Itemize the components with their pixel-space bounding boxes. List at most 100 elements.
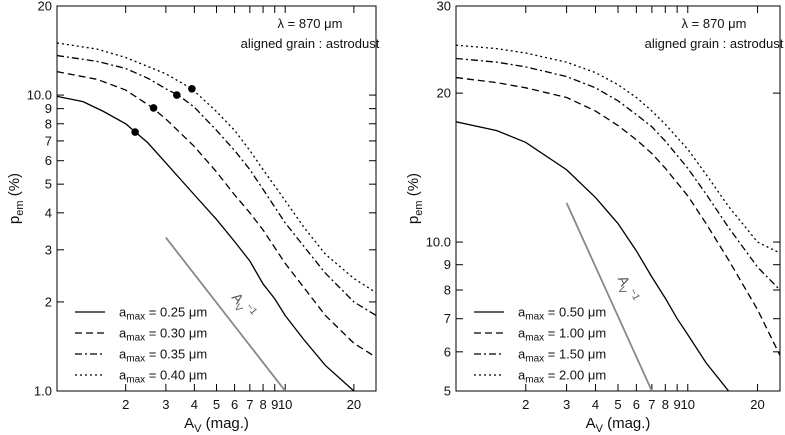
y-axis-label: pem (%) bbox=[6, 173, 26, 224]
y-tick-label: 4 bbox=[45, 205, 52, 220]
y-tick-label: 2 bbox=[45, 294, 52, 309]
y-tick-label: 3 bbox=[45, 242, 52, 257]
x-tick-label: 5 bbox=[213, 397, 220, 412]
series-marker bbox=[173, 91, 181, 99]
x-tick-label: 6 bbox=[633, 397, 640, 412]
y-tick-label: 8 bbox=[45, 116, 52, 131]
annotation-line: λ = 870 μm bbox=[278, 16, 343, 31]
legend-label-value: = 0.30 bbox=[145, 326, 185, 341]
y-tick-label: 7 bbox=[45, 133, 52, 148]
y-tick-label: 10.0 bbox=[27, 88, 52, 103]
reference-line bbox=[565, 202, 653, 391]
series-marker bbox=[149, 104, 158, 112]
x-axis-label: AV (mag.) bbox=[184, 415, 249, 435]
legend-label-value: = 0.50 bbox=[544, 305, 584, 320]
legend-label-unit: μm bbox=[185, 305, 207, 320]
x-axis-label-main: A bbox=[586, 415, 596, 432]
legend-label-sub: max bbox=[525, 312, 544, 323]
series-line bbox=[57, 42, 376, 294]
legend-label-unit: μm bbox=[584, 368, 606, 383]
y-tick-label: 6 bbox=[444, 344, 451, 359]
legend-label-unit: μm bbox=[185, 347, 207, 362]
legend-label-value: = 1.50 bbox=[544, 347, 584, 362]
legend-label: amax = 0.25 μm bbox=[119, 305, 207, 323]
legend-label-sub: max bbox=[126, 354, 145, 365]
legend-label-value: = 1.00 bbox=[544, 326, 584, 341]
x-tick-label: 5 bbox=[614, 397, 621, 412]
y-tick-label: 9 bbox=[45, 101, 52, 116]
y-tick-label: 20 bbox=[38, 0, 52, 14]
legend-label-unit: μm bbox=[584, 347, 606, 362]
x-tick-label: 10 bbox=[278, 397, 292, 412]
y-axis-label-main: p bbox=[405, 216, 422, 224]
series-line bbox=[57, 95, 355, 391]
reference-line-label: AV−1 bbox=[226, 289, 260, 324]
legend-label-sub: max bbox=[525, 333, 544, 344]
x-axis-label: AV (mag.) bbox=[586, 415, 651, 435]
legend-label: amax = 0.50 μm bbox=[518, 305, 606, 323]
legend-label-value: = 0.35 bbox=[145, 347, 185, 362]
series-marker bbox=[131, 128, 139, 136]
legend-label-value: = 0.40 bbox=[145, 368, 185, 383]
x-axis-label-rest: (mag.) bbox=[201, 415, 249, 432]
x-tick-label: 7 bbox=[648, 397, 655, 412]
x-axis-label-main: A bbox=[184, 415, 194, 432]
x-tick-label: 4 bbox=[592, 397, 599, 412]
y-tick-label: 9 bbox=[444, 257, 451, 272]
legend-label-unit: μm bbox=[584, 326, 606, 341]
y-tick-label: 30 bbox=[437, 0, 451, 14]
legend-label-unit: μm bbox=[185, 368, 207, 383]
legend-label-prefix: a bbox=[119, 305, 127, 320]
x-tick-label: 6 bbox=[231, 397, 238, 412]
series-line bbox=[57, 54, 376, 317]
series-line bbox=[456, 76, 780, 356]
legend-label: amax = 0.40 μm bbox=[119, 368, 207, 386]
legend-label: amax = 0.30 μm bbox=[119, 326, 207, 344]
x-tick-label: 7 bbox=[246, 397, 253, 412]
x-tick-label: 9 bbox=[271, 397, 278, 412]
reference-label-sup: −1 bbox=[243, 302, 259, 318]
legend-label: amax = 0.35 μm bbox=[119, 347, 207, 365]
series-marker bbox=[188, 85, 196, 93]
legend-label-prefix: a bbox=[119, 368, 127, 383]
x-axis-label-sub: V bbox=[596, 423, 604, 435]
x-tick-label: 2 bbox=[522, 397, 529, 412]
legend-label-value: = 0.25 bbox=[145, 305, 185, 320]
series-line bbox=[57, 71, 376, 358]
x-tick-label: 9 bbox=[674, 397, 681, 412]
annotation-line: aligned grain : astrodust bbox=[241, 36, 380, 51]
legend-label: amax = 1.50 μm bbox=[518, 347, 606, 365]
y-tick-label: 20 bbox=[437, 86, 451, 101]
reference-line-label: AV−1 bbox=[611, 273, 642, 307]
x-tick-label: 2 bbox=[122, 397, 129, 412]
series-group bbox=[57, 42, 376, 391]
series-line bbox=[456, 57, 780, 291]
legend-label-sub: max bbox=[525, 354, 544, 365]
y-tick-label: 1.0 bbox=[34, 384, 52, 399]
legend-label-unit: μm bbox=[185, 326, 207, 341]
y-tick-label: 7 bbox=[444, 311, 451, 326]
y-axis-label-sub: em bbox=[413, 200, 425, 215]
legend-label-prefix: a bbox=[119, 326, 127, 341]
y-axis-label-rest: (%) bbox=[405, 173, 422, 201]
annotation-line: aligned grain : astrodust bbox=[645, 36, 784, 51]
y-tick-label: 10.0 bbox=[426, 235, 451, 250]
x-tick-label: 3 bbox=[563, 397, 570, 412]
y-tick-label: 6 bbox=[45, 153, 52, 168]
reference-label-sup: −1 bbox=[627, 287, 642, 302]
legend-label-sub: max bbox=[126, 333, 145, 344]
legend-label-prefix: a bbox=[518, 305, 526, 320]
legend-label: amax = 2.00 μm bbox=[518, 368, 606, 386]
legend-label-prefix: a bbox=[518, 347, 526, 362]
legend-label-prefix: a bbox=[518, 326, 526, 341]
y-axis-label-main: p bbox=[6, 216, 23, 224]
y-tick-label: 8 bbox=[444, 283, 451, 298]
x-axis-label-rest: (mag.) bbox=[603, 415, 651, 432]
reference-label-sub: V bbox=[615, 285, 628, 296]
series-group bbox=[456, 44, 780, 391]
x-tick-label: 8 bbox=[662, 397, 669, 412]
y-axis-label: pem (%) bbox=[405, 173, 425, 224]
legend-label-value: = 2.00 bbox=[544, 368, 584, 383]
